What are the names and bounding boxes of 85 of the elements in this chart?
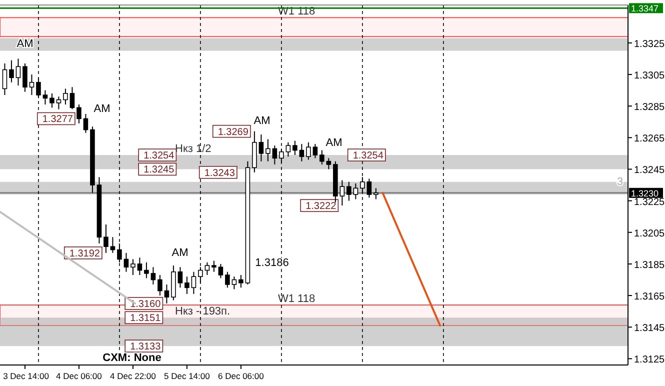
y-tick-label: 1.3125 bbox=[634, 354, 665, 366]
candlestick bbox=[238, 274, 244, 288]
y-tick-label: 1.3245 bbox=[634, 165, 665, 176]
band-label: Нкз 1/2 bbox=[175, 143, 212, 155]
annotation: 1.3254 bbox=[144, 150, 175, 162]
candlestick bbox=[56, 96, 62, 110]
candlestick bbox=[76, 104, 82, 124]
candlestick bbox=[326, 158, 332, 170]
annotation: 1.3151 bbox=[130, 313, 162, 324]
annotation: 1.3243 bbox=[204, 168, 236, 179]
candlestick bbox=[232, 276, 237, 290]
candlestick bbox=[110, 236, 116, 254]
ref-line-label: 1.3347 bbox=[631, 4, 659, 14]
candlestick bbox=[2, 62, 8, 96]
candlestick bbox=[184, 276, 190, 294]
candlestick bbox=[212, 260, 216, 272]
ref-line-label: 1.3230 bbox=[631, 188, 659, 198]
y-tick-label: 1.3265 bbox=[634, 134, 665, 145]
candlestick bbox=[272, 145, 278, 165]
candlestick bbox=[178, 266, 183, 288]
y-tick-label: 1.3205 bbox=[634, 228, 665, 240]
y-tick-label: 1.3285 bbox=[634, 102, 665, 114]
annotation: 1.3192 bbox=[69, 248, 100, 260]
band-label: W1 118 bbox=[278, 293, 316, 305]
candlestick bbox=[374, 188, 378, 200]
candlestick bbox=[124, 252, 129, 272]
candlestick bbox=[104, 224, 108, 254]
x-tick-label: 6 Dec 06:00 bbox=[218, 371, 264, 381]
candlestick bbox=[292, 140, 298, 156]
candlestick bbox=[144, 262, 149, 279]
candlestick bbox=[164, 284, 170, 304]
annotation: 1.3160 bbox=[130, 298, 162, 310]
y-tick-label: 1.3305 bbox=[634, 70, 665, 82]
annotation: AM bbox=[326, 137, 342, 149]
annotation: 3 bbox=[616, 176, 624, 188]
candlestick bbox=[29, 74, 34, 96]
candlestick bbox=[218, 263, 224, 279]
candlestick bbox=[320, 150, 324, 165]
annotation: 1.3269 bbox=[218, 126, 249, 138]
annotation: 1.3277 bbox=[42, 114, 74, 126]
annotation: 1.3133 bbox=[130, 342, 162, 353]
annotation: 1.3186 bbox=[255, 257, 289, 269]
candlestick bbox=[150, 266, 156, 285]
candlestick bbox=[306, 142, 311, 160]
annotation: 1.3222 bbox=[306, 201, 337, 212]
candlestick bbox=[312, 143, 318, 159]
candlestick bbox=[83, 113, 88, 134]
y-tick-label: 1.3145 bbox=[634, 323, 665, 334]
annotation: 1.3245 bbox=[144, 164, 175, 176]
x-tick-label: 4 Dec 06:00 bbox=[56, 371, 102, 381]
candlestick bbox=[42, 90, 48, 105]
candlestick bbox=[266, 138, 270, 162]
candlestick bbox=[204, 262, 210, 276]
x-tick-label: 3 Dec 14:00 bbox=[3, 371, 50, 381]
candlestick bbox=[340, 180, 345, 206]
candlestick bbox=[70, 86, 75, 110]
candlestick bbox=[50, 92, 54, 108]
candlestick bbox=[191, 271, 196, 294]
annotation: 1.3254 bbox=[352, 150, 384, 162]
x-tick-label: 4 Dec 22:00 bbox=[110, 371, 156, 381]
annotation: AM bbox=[94, 103, 110, 115]
candlestick bbox=[286, 142, 291, 158]
candlestick bbox=[16, 58, 21, 86]
annotation: AM bbox=[16, 38, 34, 50]
candlestick bbox=[130, 258, 136, 276]
annotation: AM bbox=[254, 115, 270, 127]
y-tick-label: 1.3165 bbox=[634, 292, 665, 303]
candlestick bbox=[22, 62, 28, 92]
annotation: CXM: None bbox=[102, 352, 162, 364]
candlestick bbox=[158, 274, 162, 296]
candlestick bbox=[225, 271, 230, 288]
candlestick bbox=[366, 178, 372, 198]
candlestick bbox=[353, 182, 358, 200]
candlestick bbox=[258, 134, 264, 162]
annotation: AM bbox=[172, 247, 188, 259]
candlestick bbox=[137, 257, 142, 276]
x-tick-label: 5 Dec 14:00 bbox=[164, 371, 210, 381]
y-tick-label: 1.3185 bbox=[634, 260, 665, 271]
candlestick bbox=[299, 143, 304, 162]
candlestick bbox=[63, 88, 68, 105]
y-tick-label: 1.3225 bbox=[634, 196, 665, 208]
candlestick bbox=[346, 181, 352, 202]
y-tick-label: 1.3325 bbox=[634, 38, 665, 50]
band-label: Нкз - 193п. bbox=[175, 306, 230, 318]
candlestick bbox=[9, 60, 14, 83]
